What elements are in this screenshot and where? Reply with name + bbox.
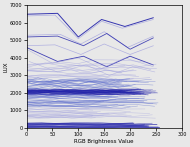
Y-axis label: LUX: LUX [3,61,9,72]
X-axis label: RGB Brightness Value: RGB Brightness Value [74,138,134,143]
